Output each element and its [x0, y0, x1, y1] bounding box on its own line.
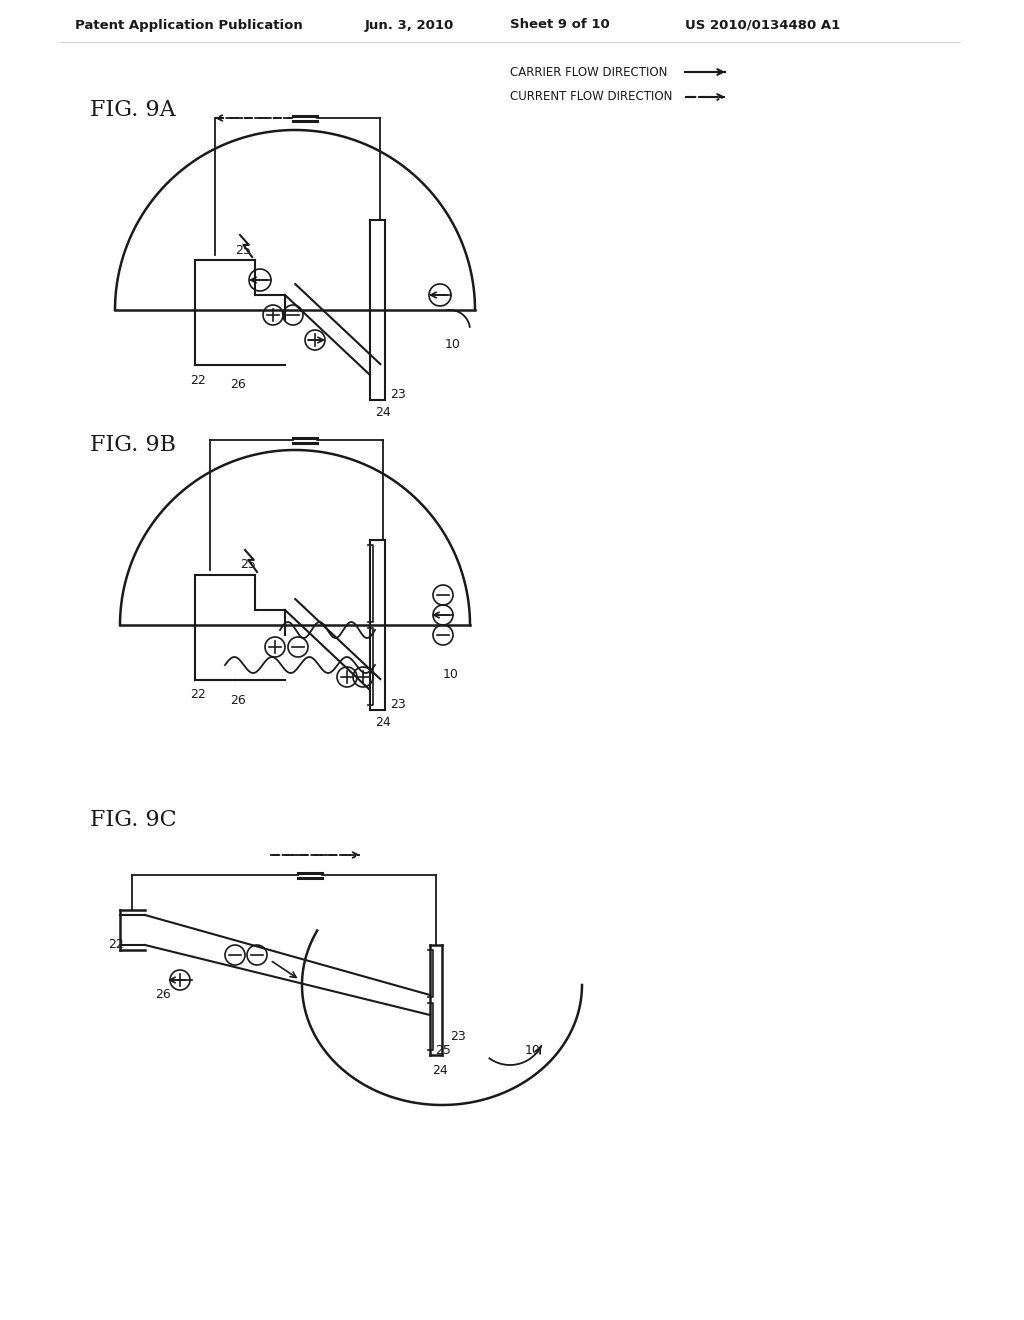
Text: Jun. 3, 2010: Jun. 3, 2010: [365, 18, 455, 32]
Text: 26: 26: [155, 989, 171, 1002]
Text: 23: 23: [450, 1031, 466, 1044]
Text: 22: 22: [190, 689, 206, 701]
Text: Patent Application Publication: Patent Application Publication: [75, 18, 303, 32]
Text: 23: 23: [390, 698, 406, 711]
Text: 25: 25: [240, 558, 256, 572]
Text: 26: 26: [230, 379, 246, 392]
Text: 25: 25: [234, 243, 251, 256]
Text: FIG. 9B: FIG. 9B: [90, 434, 176, 455]
Text: 22: 22: [190, 374, 206, 387]
Text: FIG. 9C: FIG. 9C: [90, 809, 176, 832]
Text: US 2010/0134480 A1: US 2010/0134480 A1: [685, 18, 841, 32]
Text: 26: 26: [230, 693, 246, 706]
Text: 10: 10: [443, 668, 459, 681]
Text: FIG. 9A: FIG. 9A: [90, 99, 176, 121]
Text: 24: 24: [375, 405, 391, 418]
Text: 23: 23: [390, 388, 406, 401]
Text: 10: 10: [525, 1044, 541, 1056]
Text: 10: 10: [445, 338, 461, 351]
Text: 24: 24: [432, 1064, 447, 1077]
Text: 24: 24: [375, 715, 391, 729]
Text: 25: 25: [435, 1044, 451, 1056]
Text: 22: 22: [108, 939, 124, 952]
Text: CURRENT FLOW DIRECTION: CURRENT FLOW DIRECTION: [510, 91, 673, 103]
Text: Sheet 9 of 10: Sheet 9 of 10: [510, 18, 609, 32]
Text: CARRIER FLOW DIRECTION: CARRIER FLOW DIRECTION: [510, 66, 668, 78]
